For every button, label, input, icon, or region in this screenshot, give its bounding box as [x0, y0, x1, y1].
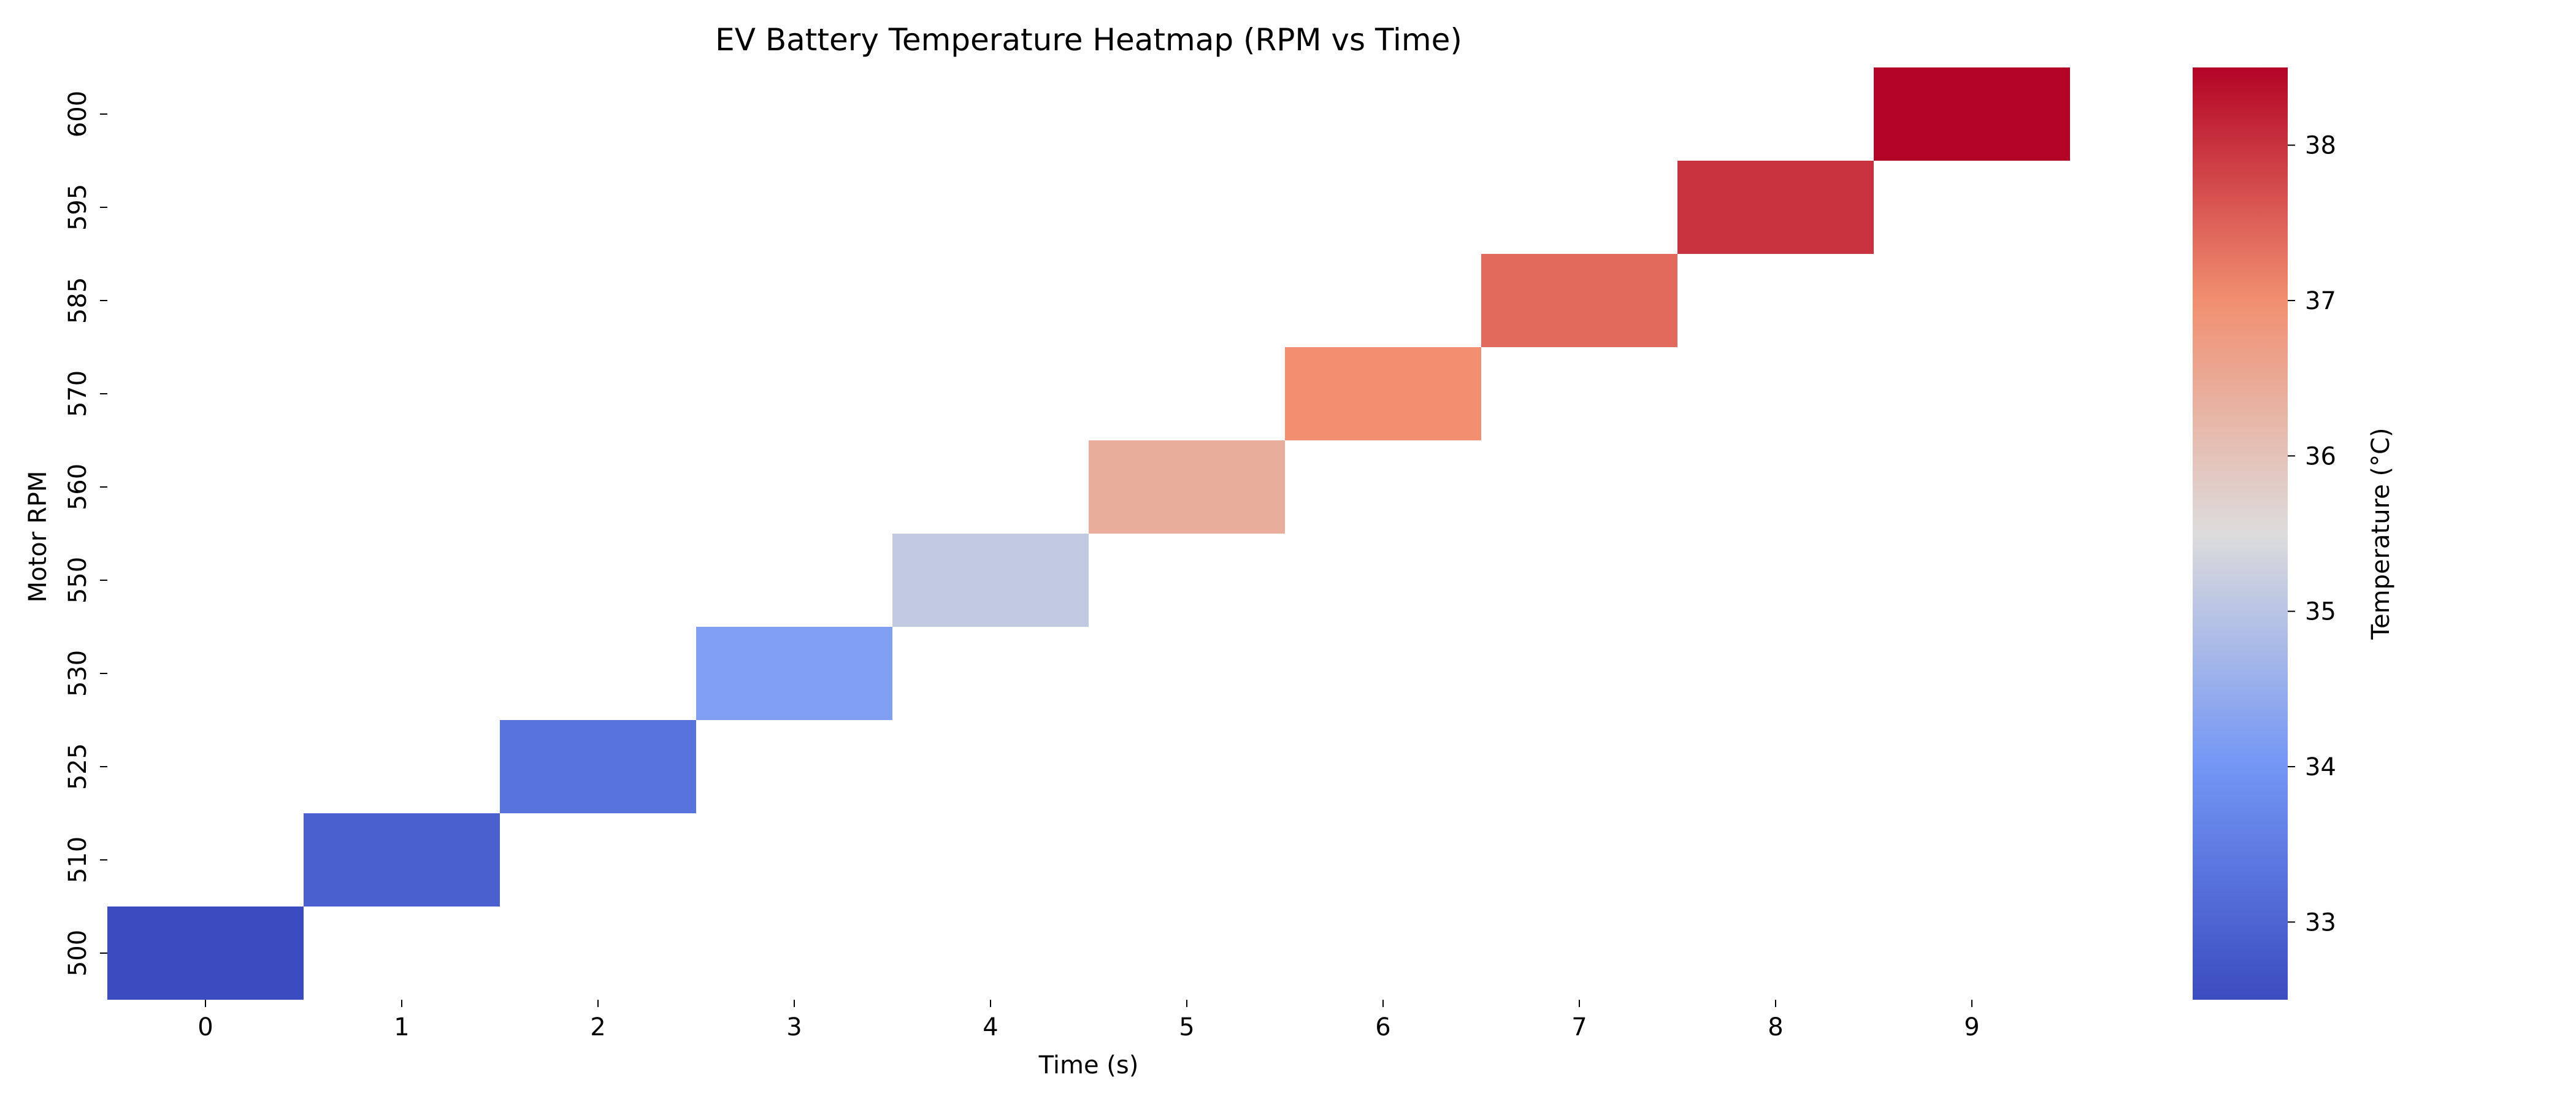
colorbar-tick-label: 34 [2305, 753, 2336, 781]
colorbar-tick-label: 33 [2305, 908, 2336, 937]
heatmap-cell [1089, 440, 1285, 534]
colorbar-ticks: 33 34 35 36 37 38 [2288, 132, 2336, 937]
y-tick-label: 585 [64, 277, 92, 324]
y-axis-ticks: 500 510 525 530 550 560 570 585 595 600 [64, 91, 107, 976]
x-tick-label: 2 [590, 1013, 605, 1041]
chart-title: EV Battery Temperature Heatmap (RPM vs T… [715, 22, 1462, 58]
heatmap-cell [1677, 161, 1874, 254]
heatmap-cell [1285, 347, 1481, 440]
heatmap-cell [696, 627, 892, 720]
colorbar-tick-label: 38 [2305, 132, 2336, 160]
heatmap-cell [500, 720, 696, 813]
colorbar-tick-label: 37 [2305, 287, 2336, 315]
colorbar-tick-label: 35 [2305, 598, 2336, 626]
heatmap-cell [892, 534, 1089, 627]
heatmap-cell [107, 907, 304, 1000]
x-axis-ticks: 0 1 2 3 4 5 6 7 8 9 [197, 1000, 1980, 1041]
x-tick-label: 4 [983, 1013, 998, 1041]
y-tick-label: 510 [64, 837, 92, 883]
y-tick-label: 570 [64, 370, 92, 417]
heatmap-cells [107, 67, 2070, 1000]
colorbar: 33 34 35 36 37 38 Temperature (°C) [2193, 67, 2395, 1000]
colorbar-tick-label: 36 [2305, 442, 2336, 470]
y-tick-label: 525 [64, 743, 92, 790]
heatmap-cell [1874, 67, 2070, 161]
x-axis-label: Time (s) [1038, 1051, 1139, 1079]
y-tick-label: 560 [64, 464, 92, 510]
x-tick-label: 5 [1179, 1013, 1194, 1041]
heatmap-cell [1481, 254, 1677, 347]
y-tick-label: 550 [64, 557, 92, 604]
x-tick-label: 9 [1964, 1013, 1979, 1041]
y-tick-label: 500 [64, 930, 92, 976]
colorbar-gradient [2193, 67, 2288, 1000]
y-axis-label: Motor RPM [24, 471, 52, 603]
x-tick-label: 0 [197, 1013, 213, 1041]
colorbar-label: Temperature (°C) [2367, 427, 2395, 640]
x-tick-label: 3 [786, 1013, 802, 1041]
x-tick-label: 8 [1768, 1013, 1783, 1041]
y-tick-label: 600 [64, 91, 92, 137]
heatmap-cell [304, 813, 500, 907]
x-tick-label: 1 [394, 1013, 409, 1041]
y-tick-label: 530 [64, 650, 92, 697]
x-tick-label: 7 [1571, 1013, 1587, 1041]
y-tick-label: 595 [64, 184, 92, 231]
x-tick-label: 6 [1375, 1013, 1390, 1041]
